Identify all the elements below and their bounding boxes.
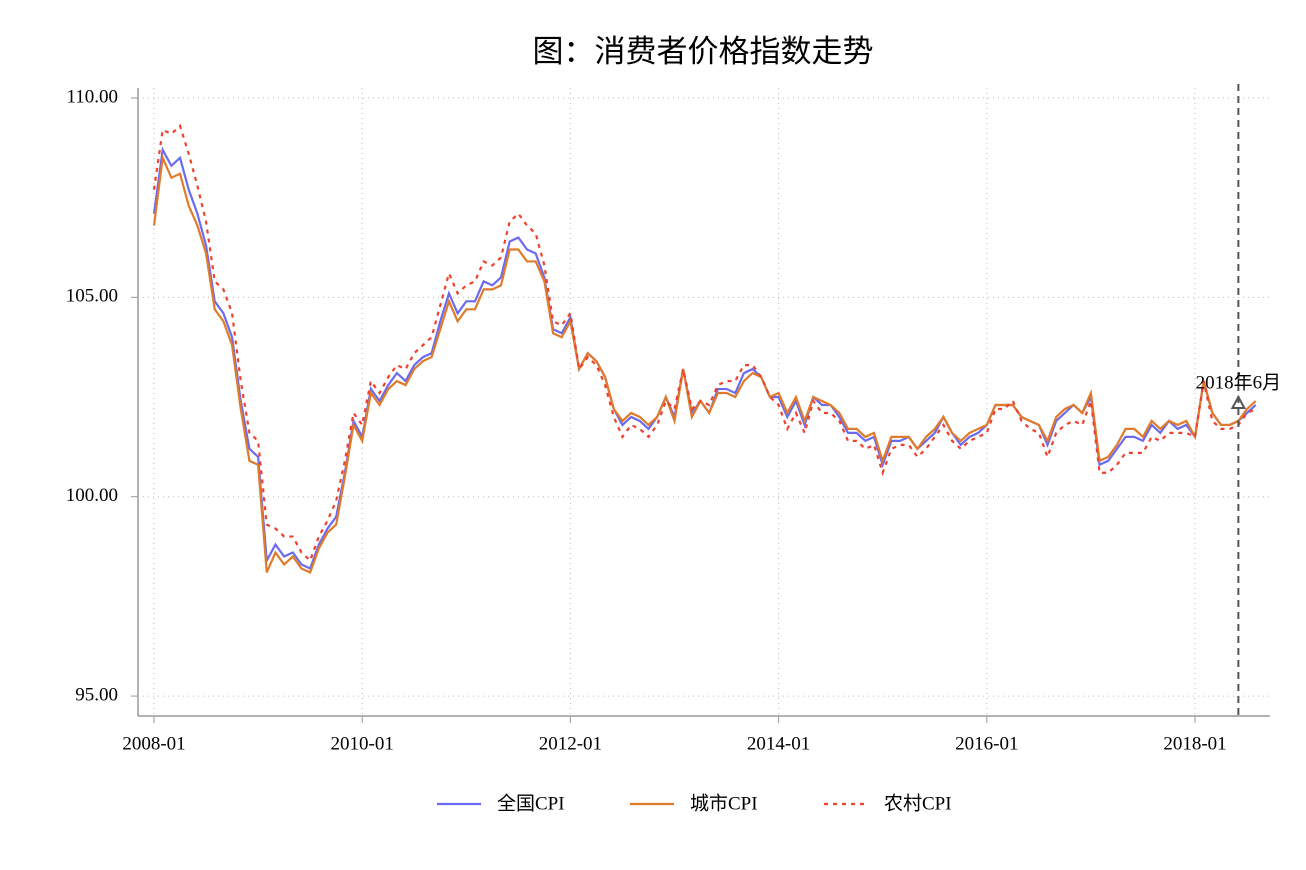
x-tick-label: 2008-01 (122, 733, 185, 754)
line-series (152, 153, 1257, 574)
annotation-marker (1230, 394, 1247, 409)
y-tick-label: 95.00 (75, 684, 118, 705)
x-tick-label: 2010-01 (331, 733, 394, 754)
y-tick-label: 110.00 (66, 86, 118, 107)
y-tick-label: 100.00 (66, 485, 118, 506)
annotation-label: 2018年6月 (1196, 371, 1282, 393)
x-tick-label: 2014-01 (747, 733, 810, 754)
line-series (152, 146, 1257, 570)
legend-label: 全国CPI (497, 792, 565, 814)
line-series (152, 123, 1257, 563)
x-tick-label: 2012-01 (539, 733, 602, 754)
x-tick-label: 2016-01 (955, 733, 1018, 754)
chart-title: 图：消费者价格指数走势 (533, 34, 874, 69)
y-tick-label: 105.00 (66, 286, 118, 307)
legend-label: 农村CPI (884, 792, 952, 814)
legend-label: 城市CPI (690, 792, 758, 814)
x-tick-label: 2018-01 (1163, 733, 1226, 754)
